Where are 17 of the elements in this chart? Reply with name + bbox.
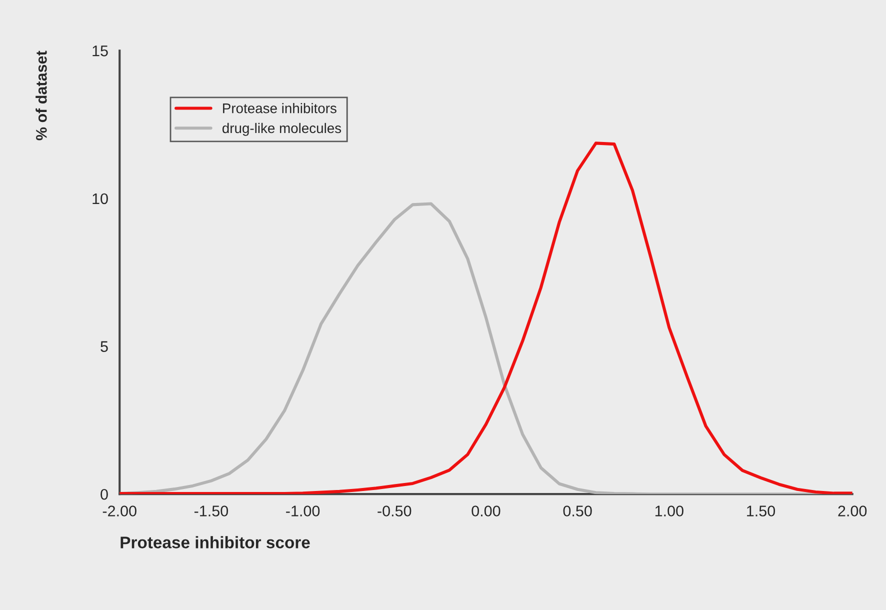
y-tick-label: 0 (100, 488, 108, 500)
legend-label: drug-like molecules (222, 122, 342, 136)
y-tick-label: 5 (100, 341, 108, 352)
y-axis-title: % of dataset (36, 50, 47, 140)
legend-label: Protease inhibitors (223, 103, 336, 114)
y-tick-label: 15 (92, 46, 108, 56)
x-tick-label: 2.00 (838, 506, 867, 516)
x-tick-label: -1.50 (194, 506, 228, 516)
x-tick-label: 1.00 (655, 506, 684, 516)
x-tick-label: -1.00 (286, 506, 320, 516)
x-tick-label: 0.00 (472, 506, 500, 516)
x-axis-title: Protease inhibitor score (120, 536, 310, 548)
x-tick-label: 0.50 (563, 506, 592, 516)
x-tick-label: -2.00 (102, 506, 136, 516)
x-tick-label: -0.50 (378, 506, 412, 516)
y-tick-label: 10 (92, 193, 108, 204)
x-tick-label: 1.50 (747, 506, 776, 516)
